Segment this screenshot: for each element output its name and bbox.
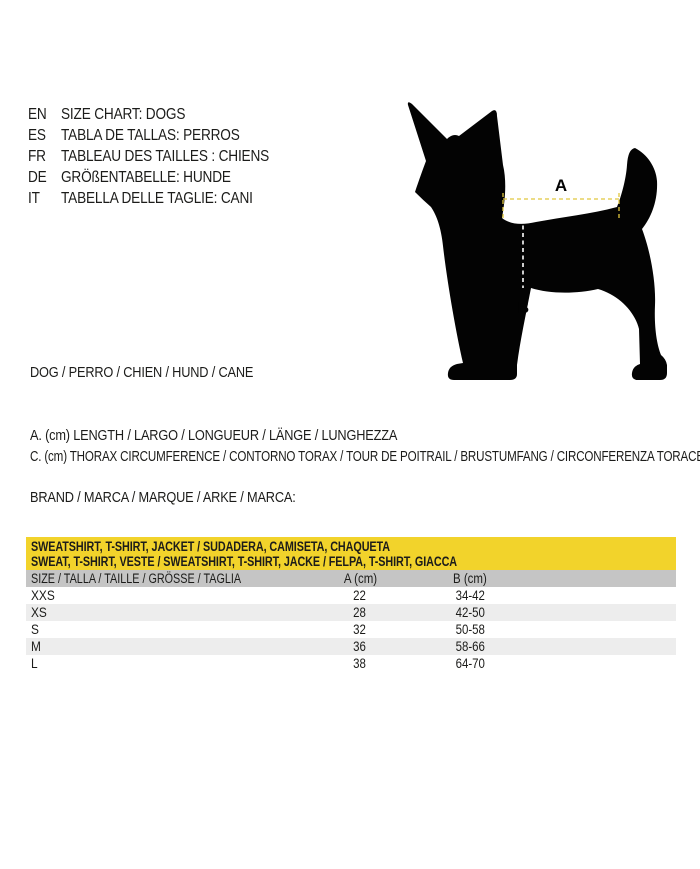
b-cell: 64-70 <box>455 656 485 671</box>
b-cell: 50-58 <box>455 622 485 637</box>
a-cell: 36 <box>353 639 367 654</box>
table-row-m: M 36 58-66 <box>26 638 676 655</box>
language-title-list: EN SIZE CHART: DOGS ES TABLA DE TALLAS: … <box>28 106 297 211</box>
b-cell: 42-50 <box>455 605 485 620</box>
a-cell: 32 <box>353 622 367 637</box>
table-body: XXS 22 34-42 XS 28 42-50 S 32 50-58 M 36… <box>26 587 676 672</box>
measure-b-label: B <box>517 298 529 317</box>
dog-silhouette <box>407 102 667 380</box>
language-row-fr: FR TABLEAU DES TAILLES : CHIENS <box>28 148 297 169</box>
table-row-xs: XS 28 42-50 <box>26 604 676 621</box>
b-cell: 34-42 <box>455 588 485 603</box>
size-cell: L <box>31 656 38 671</box>
column-header-a: A (cm) <box>343 571 377 586</box>
garment-category-line1: SWEATSHIRT, T-SHIRT, JACKET / SUDADERA, … <box>31 539 390 554</box>
garment-category-band: SWEATSHIRT, T-SHIRT, JACKET / SUDADERA, … <box>26 537 676 570</box>
measurement-c-legend: C. (cm) THORAX CIRCUMFERENCE / CONTORNO … <box>30 449 700 465</box>
measurement-a-legend: A. (cm) LENGTH / LARGO / LONGUEUR / LÄNG… <box>30 428 398 444</box>
language-code: IT <box>28 190 40 207</box>
chart-title-de: GRÖßENTABELLE: HUNDE <box>61 169 231 186</box>
size-cell: S <box>31 622 39 637</box>
chart-title-it: TABELLA DELLE TAGLIE: CANI <box>61 190 253 207</box>
size-cell: XXS <box>31 588 55 603</box>
language-row-es: ES TABLA DE TALLAS: PERROS <box>28 127 297 148</box>
language-code: FR <box>28 148 46 165</box>
measure-a-label: A <box>555 176 567 195</box>
size-cell: M <box>31 639 41 654</box>
a-cell: 28 <box>353 605 367 620</box>
a-cell: 22 <box>353 588 367 603</box>
b-cell: 58-66 <box>455 639 485 654</box>
language-code: DE <box>28 169 47 186</box>
table-row-l: L 38 64-70 <box>26 655 676 672</box>
chart-title-fr: TABLEAU DES TAILLES : CHIENS <box>61 148 270 165</box>
measure-a-bracket <box>502 193 620 218</box>
brand-line: BRAND / MARCA / MARQUE / ARKE / MARCA: <box>30 490 296 506</box>
column-header-b: B (cm) <box>453 571 487 586</box>
table-row-xxs: XXS 22 34-42 <box>26 587 676 604</box>
size-table: SWEATSHIRT, T-SHIRT, JACKET / SUDADERA, … <box>26 537 676 672</box>
dog-silhouette-figure: A B <box>407 102 667 380</box>
table-header-row: SIZE / TALLA / TAILLE / GRÖSSE / TAGLIA … <box>26 570 676 587</box>
language-row-de: DE GRÖßENTABELLE: HUNDE <box>28 169 297 190</box>
a-cell: 38 <box>353 656 367 671</box>
chart-title-es: TABLA DE TALLAS: PERROS <box>61 127 240 144</box>
language-row-en: EN SIZE CHART: DOGS <box>28 106 297 127</box>
language-code: ES <box>28 127 46 144</box>
size-cell: XS <box>31 605 47 620</box>
table-row-s: S 32 50-58 <box>26 621 676 638</box>
garment-category-line2: SWEAT, T-SHIRT, VESTE / SWEATSHIRT, T-SH… <box>31 554 458 569</box>
language-code: EN <box>28 106 47 123</box>
figure-caption: DOG / PERRO / CHIEN / HUND / CANE <box>30 365 254 381</box>
column-header-size: SIZE / TALLA / TAILLE / GRÖSSE / TAGLIA <box>31 571 242 586</box>
chart-title-en: SIZE CHART: DOGS <box>61 106 186 123</box>
language-row-it: IT TABELLA DELLE TAGLIE: CANI <box>28 190 297 211</box>
